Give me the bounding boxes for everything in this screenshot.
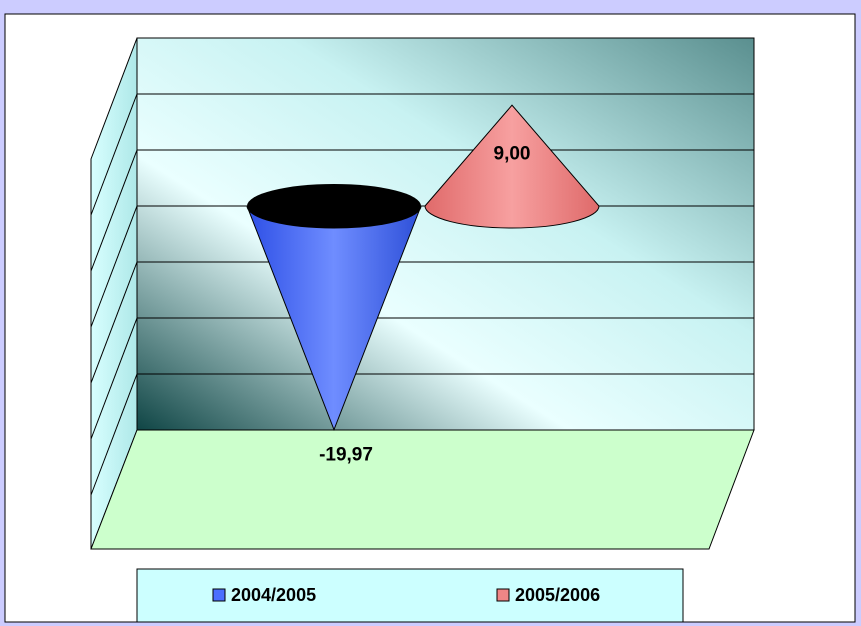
back-wall xyxy=(136,37,755,431)
legend-swatch-2004-2005 xyxy=(212,588,226,602)
cone-2005-2006 xyxy=(424,104,600,229)
gridline-side xyxy=(90,317,138,440)
legend-label-2004-2005: 2004/2005 xyxy=(231,585,316,605)
gridline-side xyxy=(90,149,138,272)
legend-box xyxy=(136,568,684,623)
gridline-side xyxy=(90,205,138,328)
data-label-2005-2006: 9,00 xyxy=(494,144,531,165)
legend-label-2005-2006: 2005/2006 xyxy=(515,585,600,605)
cones xyxy=(246,104,600,432)
data-label-2004-2005: -19,97 xyxy=(319,445,373,466)
legend: 2004/2005 2005/2006 xyxy=(136,568,684,623)
gridline-side xyxy=(90,373,138,496)
cone-body xyxy=(424,104,600,229)
gridline-side xyxy=(90,93,138,216)
cone-opening xyxy=(247,184,421,228)
legend-swatch-2005-2006 xyxy=(496,588,510,602)
gridline-side xyxy=(90,261,138,384)
data-labels: -19,97 9,00 xyxy=(319,144,530,466)
floor xyxy=(90,429,755,550)
cone-2004-2005 xyxy=(246,184,422,432)
